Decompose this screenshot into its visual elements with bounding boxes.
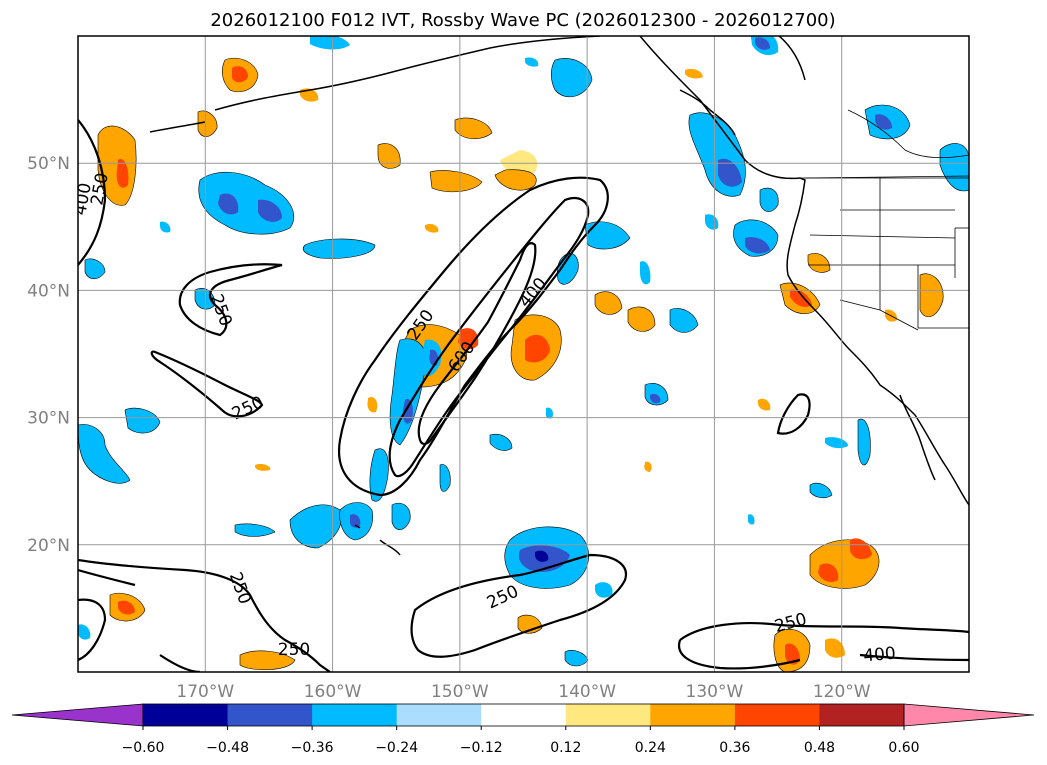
lon-label: 140°W [558, 682, 616, 702]
colorbar-bin [565, 704, 651, 726]
anomaly-shading [78, 36, 969, 672]
colorbar-tick-label: 0.48 [804, 740, 835, 756]
colorbar-tick-label: 0.60 [888, 740, 919, 756]
colorbar-tick-label: −0.12 [460, 740, 503, 756]
colorbar-frame [142, 703, 905, 727]
colorbar-bin [734, 704, 820, 726]
ivt-contours [78, 119, 969, 672]
contour-label: 250 [278, 640, 310, 660]
colorbar-tick-label: −0.48 [206, 740, 249, 756]
colorbar-bin [481, 704, 567, 726]
lon-label: 160°W [304, 682, 362, 702]
colorbar-bin [650, 704, 736, 726]
coastlines [149, 36, 969, 556]
lat-label: 20°N [27, 536, 70, 556]
state-borders [800, 109, 969, 331]
contour-label: 400 [863, 644, 897, 667]
colorbar-tick-label: −0.60 [122, 740, 165, 756]
lat-label: 30°N [27, 409, 70, 429]
colorbar-extend-high [903, 703, 1035, 727]
colorbar-bin [143, 704, 229, 726]
colorbar-bin [819, 704, 905, 726]
lon-label: 150°W [431, 682, 489, 702]
map-frame [77, 35, 970, 673]
lat-label: 40°N [27, 281, 70, 301]
colorbar-bin [227, 704, 313, 726]
map-panel: 250 250 250 250 250 400 600 250 250 250 … [70, 36, 969, 672]
chart-title: 2026012100 F012 IVT, Rossby Wave PC (202… [210, 10, 835, 31]
colorbar: −0.60 −0.48 −0.36 −0.24 −0.12 0.12 0.24 0.36 0.4… [11, 703, 1035, 756]
lon-label: 170°W [176, 682, 234, 702]
contour-600 [417, 242, 537, 445]
lat-label: 50°N [27, 154, 70, 174]
colorbar-bin [396, 704, 482, 726]
colorbar-tick-label: 0.12 [550, 740, 581, 756]
colorbar-tick-label: −0.24 [375, 740, 418, 756]
lon-labels: 170°W 160°W 150°W 140°W 130°W 120°W [176, 682, 870, 702]
lon-label: 120°W [813, 682, 871, 702]
colorbar-tick-label: −0.36 [291, 740, 334, 756]
lat-labels: 50°N 40°N 30°N 20°N [27, 154, 70, 556]
colorbar-tick-label: 0.24 [635, 740, 666, 756]
colorbar-tick-label: 0.36 [719, 740, 750, 756]
contour-label: 400 [70, 181, 95, 216]
colorbar-bin [312, 704, 398, 726]
gridlines [78, 36, 969, 672]
colorbar-extend-low [11, 703, 144, 727]
lon-label: 130°W [686, 682, 744, 702]
contour-400 [388, 197, 590, 478]
